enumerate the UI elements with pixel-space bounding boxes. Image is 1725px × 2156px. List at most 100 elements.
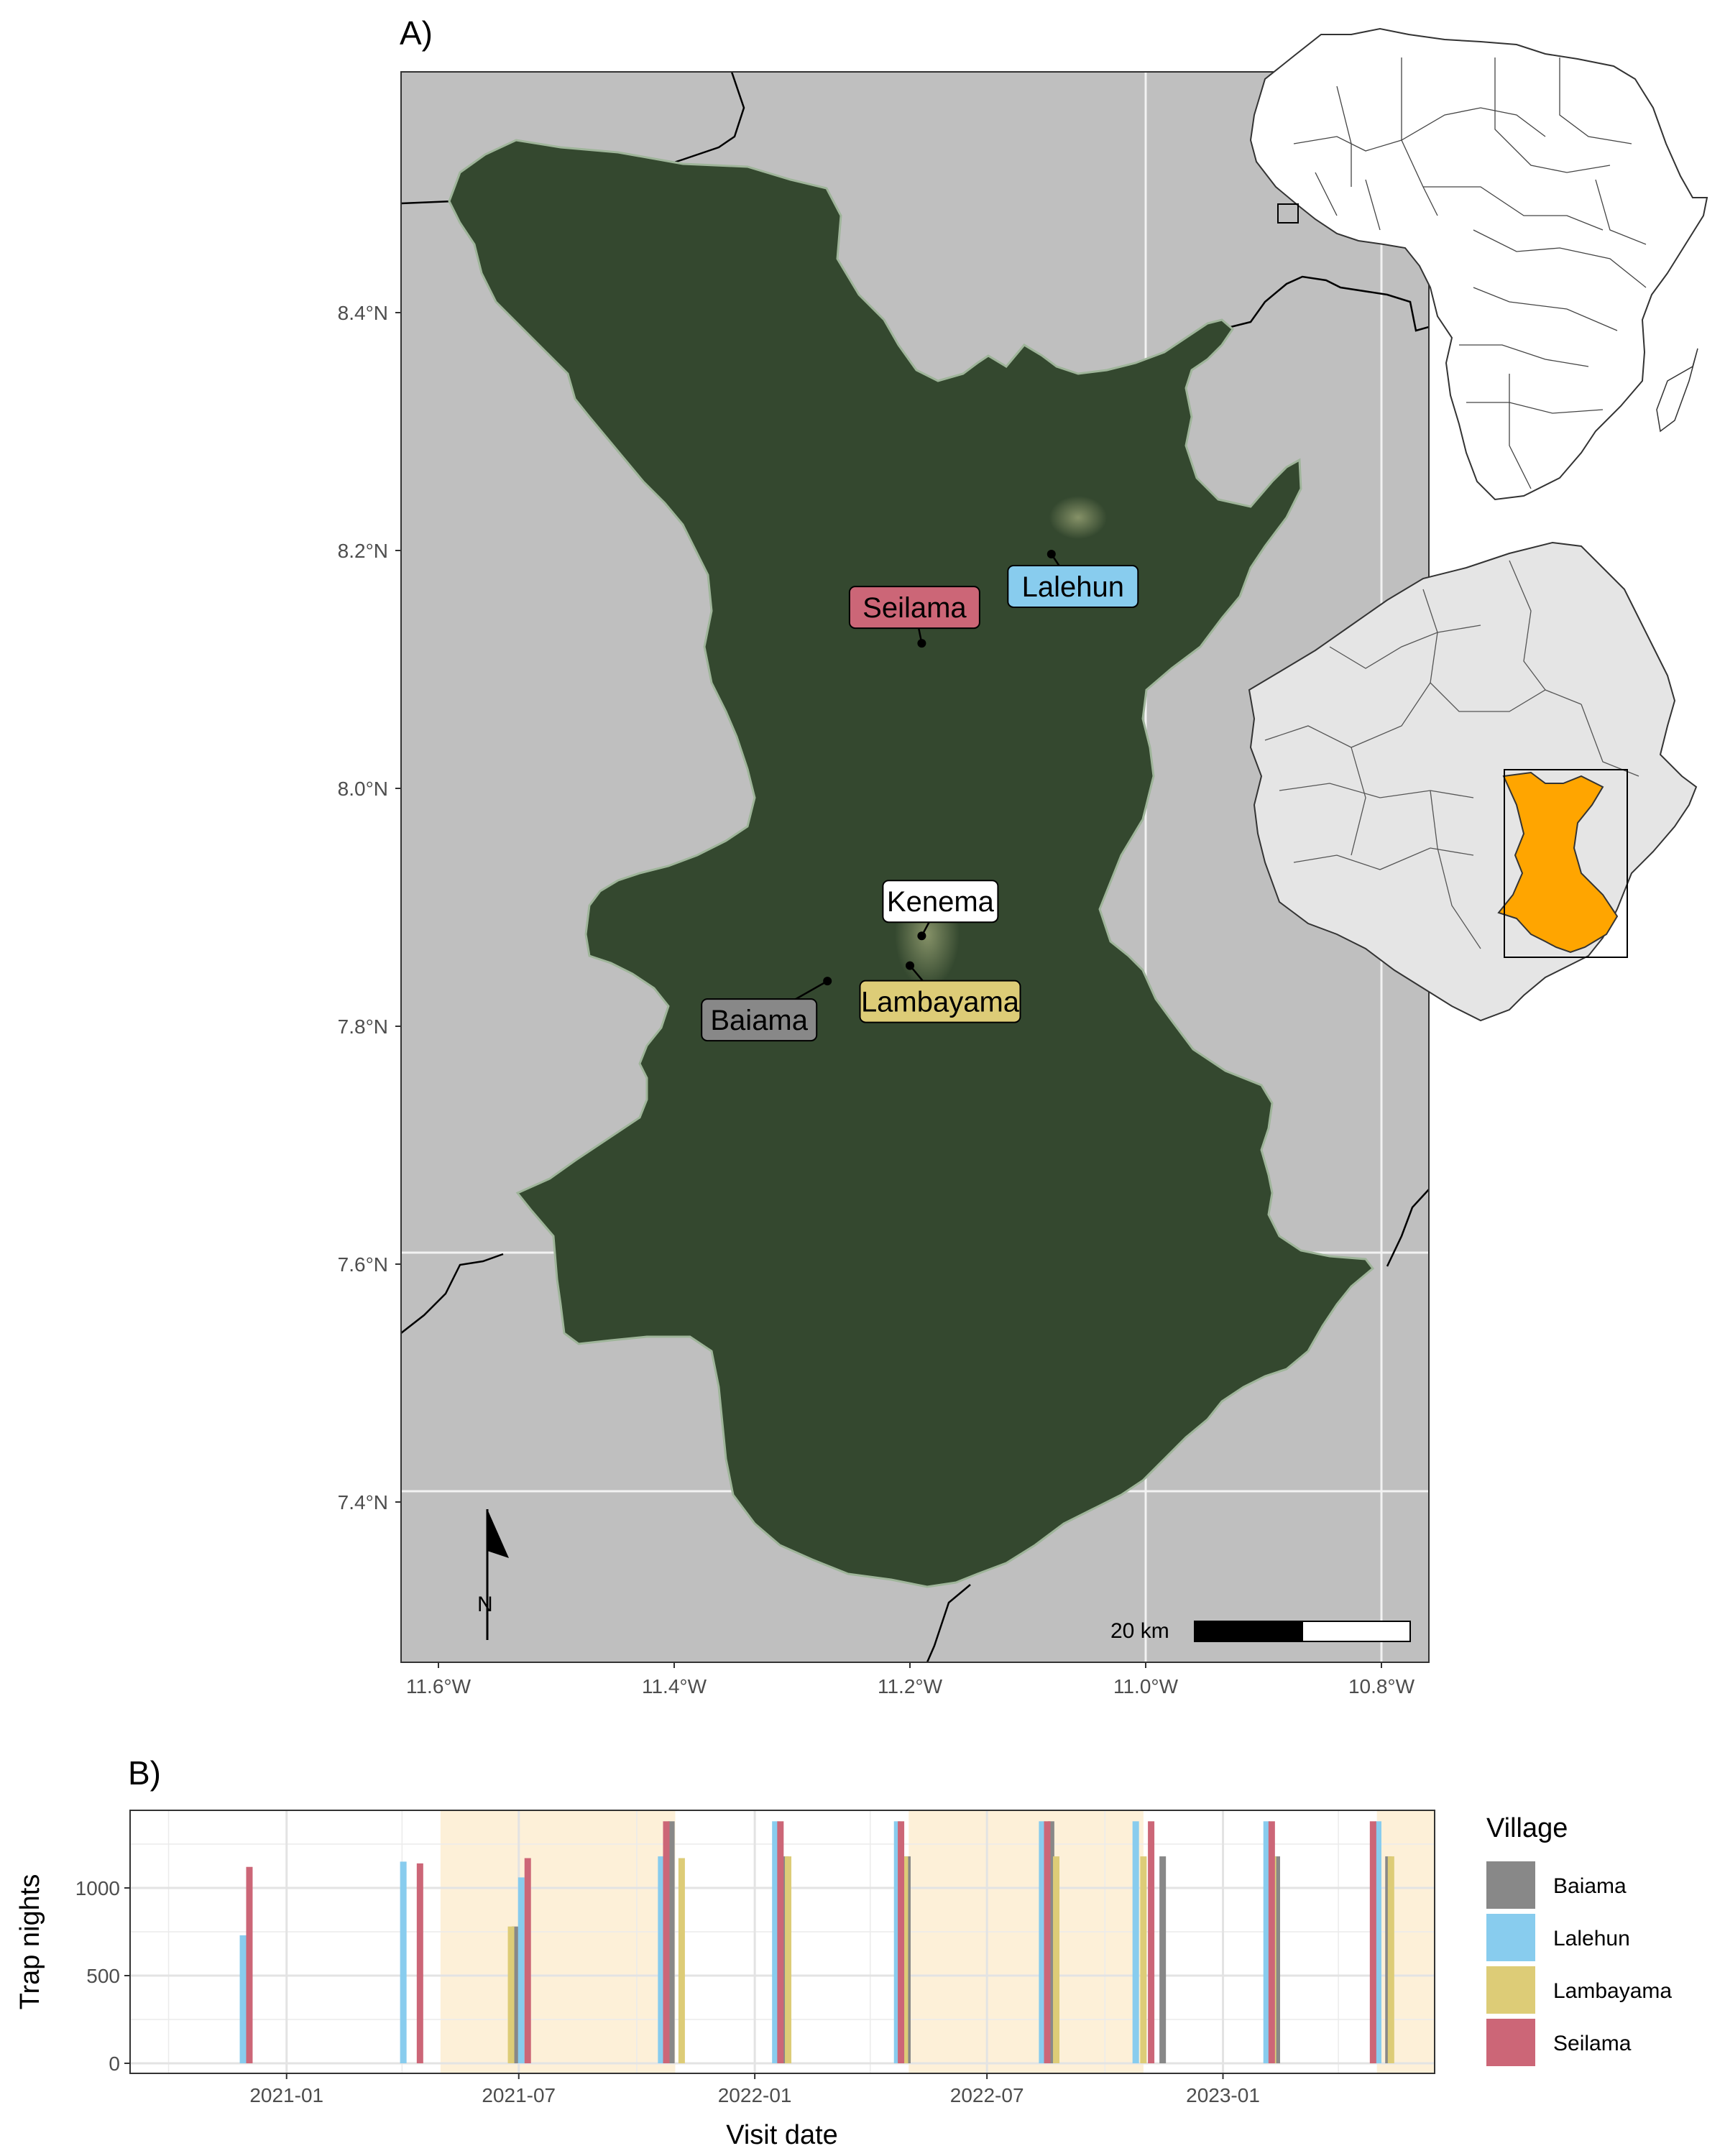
plot-frame [129, 1810, 1435, 2074]
bar-lalehun [772, 1821, 779, 2063]
legend-swatch [1486, 1914, 1535, 1961]
bar-lambayama [901, 1856, 908, 2063]
village-label-text: Lalehun [1022, 571, 1124, 603]
legend-item-lalehun: Lalehun [1486, 1914, 1630, 1961]
legend-label: Lalehun [1553, 1927, 1630, 1950]
village-label-text: Baiama [710, 1005, 808, 1036]
bar-lambayama [785, 1856, 792, 2063]
x-tick-label: 2021-07 [482, 2084, 556, 2106]
bar-seilama [1268, 1821, 1275, 2063]
y-axis: 0 500 1000 [75, 1877, 130, 2075]
village-point [906, 961, 914, 970]
north-arrow: N [477, 1509, 509, 1640]
bar-seilama [663, 1821, 670, 2063]
rainy-season-band [440, 1810, 676, 2073]
bar-seilama [1369, 1821, 1376, 2063]
latitude-tick-label: 8.2°N [338, 540, 388, 562]
scale-bar: 20 km [1110, 1619, 1411, 1643]
bar-seilama [524, 1858, 531, 2063]
y-tick-label: 0 [109, 2053, 120, 2075]
legend-swatch [1486, 1966, 1535, 2014]
latitude-tick-label: 8.4°N [338, 302, 388, 324]
village-label-baiama: Baiama [701, 977, 832, 1042]
legend-label: Baiama [1553, 1874, 1627, 1898]
bar-seilama [1148, 1821, 1155, 2063]
latitude-tick-label: 7.4°N [338, 1491, 388, 1514]
panel-b-letter: B) [128, 1754, 161, 1792]
longitude-tick-label: 11.2°W [878, 1675, 943, 1697]
bar-baiama [668, 1821, 675, 2063]
bar-lalehun [518, 1877, 525, 2063]
village-point [823, 977, 832, 986]
longitude-tick-label: 11.0°W [1113, 1675, 1179, 1697]
bar-baiama [1159, 1856, 1167, 2063]
longitude-tick-label: 11.4°W [642, 1675, 707, 1697]
bar-baiama [1273, 1856, 1280, 2063]
map-panel [401, 72, 1429, 1662]
bar-seilama [416, 1863, 423, 2063]
bars [239, 1821, 1394, 2063]
panel-a-letter: A) [400, 14, 433, 52]
village-label-text: Lambayama [861, 987, 1020, 1018]
bar-seilama [246, 1866, 253, 2063]
legend-swatch [1486, 1861, 1535, 1909]
bar-lambayama [1053, 1856, 1060, 2063]
north-label: N [477, 1593, 493, 1616]
village-labels: Seilama Lalehun Kenema Lambayama Baiama [701, 549, 1139, 1042]
kenema-district-satellite [448, 139, 1375, 1588]
latitude-tick-label: 7.8°N [338, 1015, 388, 1038]
village-point [917, 639, 926, 648]
scale-bar-label: 20 km [1110, 1619, 1169, 1643]
bar-baiama [511, 1926, 518, 2063]
village-label-kenema: Kenema [882, 880, 999, 941]
village-label-text: Seilama [862, 592, 967, 624]
bar-lambayama [507, 1926, 515, 2063]
rainy-season-shading [440, 1810, 1435, 2073]
x-axis: 2021-01 2021-07 2022-01 2022-07 2023-01 [249, 2073, 1260, 2106]
latitude-tick-label: 8.0°N [338, 778, 388, 800]
y-tick-label: 500 [86, 1965, 120, 1987]
bar-lalehun [400, 1861, 407, 2063]
village-label-lambayama: Lambayama [859, 961, 1021, 1023]
longitude-tick-label: 11.6°W [406, 1675, 472, 1697]
legend: Village Baiama Lalehun Lambayama Seilama [1486, 1813, 1672, 2066]
x-tick-label: 2023-01 [1186, 2084, 1260, 2106]
village-point [1046, 549, 1056, 558]
x-tick-label: 2021-01 [249, 2084, 323, 2106]
x-tick-label: 2022-01 [718, 2084, 792, 2106]
x-tick-label: 2022-07 [950, 2084, 1024, 2106]
latitude-tick-label: 7.6°N [338, 1253, 388, 1276]
bar-lalehun [658, 1856, 665, 2063]
latitude-axis: 8.4°N 8.2°N 8.0°N 7.8°N 7.6°N 7.4°N [338, 302, 401, 1514]
rainy-season-band [908, 1810, 1144, 2073]
village-label-text: Kenema [887, 886, 995, 918]
bar-lambayama [1140, 1856, 1147, 2063]
bar-seilama [898, 1821, 905, 2063]
bar-lalehun [239, 1935, 247, 2063]
x-axis-title: Visit date [726, 2120, 838, 2150]
bar-seilama [1044, 1821, 1051, 2063]
village-point [917, 931, 926, 941]
longitude-tick-label: 10.8°W [1348, 1675, 1415, 1697]
bar-lalehun [1132, 1821, 1139, 2063]
bar-seilama [777, 1821, 784, 2063]
legend-item-baiama: Baiama [1486, 1861, 1627, 1909]
legend-item-lambayama: Lambayama [1486, 1966, 1672, 2014]
legend-label: Lambayama [1553, 1979, 1672, 2003]
inset-africa-map [1249, 27, 1708, 501]
longitude-axis: 11.6°W 11.4°W 11.2°W 11.0°W 10.8°W [406, 1662, 1415, 1697]
bar-lalehun [1263, 1821, 1270, 2063]
bar-lalehun [1374, 1821, 1381, 2063]
legend-label: Seilama [1553, 2032, 1632, 2055]
y-tick-label: 1000 [75, 1877, 120, 1899]
legend-title: Village [1486, 1813, 1568, 1843]
inset-sierra-leone-map [1248, 541, 1698, 1022]
kenema-district-highlight [1497, 771, 1619, 954]
bar-baiama [1047, 1821, 1054, 2063]
bar-lalehun [893, 1821, 901, 2063]
y-axis-title: Trap nights [15, 1874, 45, 2010]
bar-lambayama [678, 1858, 685, 2063]
village-label-seilama: Seilama [848, 586, 980, 648]
legend-swatch [1486, 2019, 1535, 2066]
